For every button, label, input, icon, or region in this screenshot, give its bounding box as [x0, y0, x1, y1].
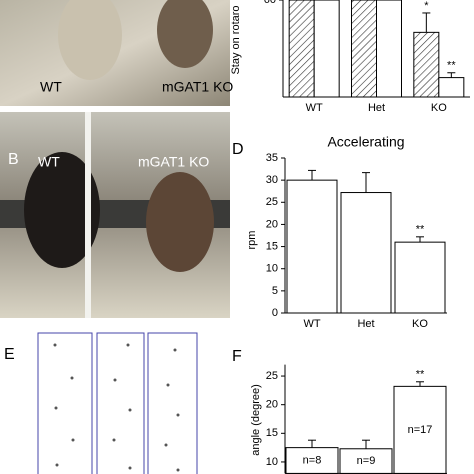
bar	[286, 179, 338, 314]
bar	[351, 0, 377, 98]
panel-letter: B	[8, 151, 19, 168]
bar	[394, 241, 446, 314]
x-tick-label: KO	[412, 318, 428, 330]
significance: **	[416, 369, 425, 381]
x-tick-label: WT	[306, 102, 323, 114]
y-tick-label: 0	[272, 307, 278, 319]
bar	[413, 31, 440, 98]
y-tick-label: 20	[266, 218, 278, 230]
x-tick-label: Het	[357, 318, 374, 330]
y-tick-label: 20	[266, 399, 278, 411]
y-tick-label: 15	[266, 240, 278, 252]
photo-label: mGAT1 KO	[162, 79, 233, 95]
y-tick-label: 30	[266, 174, 278, 186]
y-tick-label: 15	[266, 427, 278, 439]
bar	[340, 192, 392, 314]
n-label: n=9	[357, 455, 376, 467]
x-tick-label: WT	[303, 318, 320, 330]
bar	[288, 0, 315, 98]
x-tick-label: Het	[368, 102, 385, 114]
photo-a: WT mGAT1 KO	[0, 0, 233, 106]
significance: **	[447, 60, 456, 72]
y-tick-label: 25	[266, 196, 278, 208]
y-axis-label: angle (degree)	[250, 384, 262, 456]
bar	[339, 448, 393, 474]
y-tick-label: 60	[264, 0, 276, 6]
photo-b: B WT mGAT1 KO	[0, 112, 230, 318]
y-tick-label: 10	[266, 456, 278, 468]
photo-label: WT	[40, 79, 62, 95]
photo-label: WT	[38, 154, 60, 170]
y-tick-label: 10	[266, 263, 278, 275]
bar	[438, 77, 465, 98]
panel-letter: E	[4, 346, 15, 363]
y-axis-label: Stay on rotaro	[230, 5, 242, 74]
x-tick-label: KO	[431, 102, 447, 114]
y-tick-label: 5	[272, 285, 278, 297]
y-tick-label: 25	[266, 370, 278, 382]
n-label: n=17	[408, 424, 433, 436]
panel-letter: D	[232, 141, 244, 158]
significance: **	[416, 224, 425, 236]
n-label: n=8	[303, 454, 322, 466]
panel-letter: F	[232, 348, 242, 365]
panel-e: E	[4, 332, 198, 474]
significance: *	[424, 0, 429, 12]
y-tick-label: 35	[266, 152, 278, 164]
chart-title: Accelerating	[327, 134, 404, 150]
y-axis-label: rpm	[246, 231, 258, 250]
photo-label: mGAT1 KO	[138, 154, 209, 170]
bar	[376, 0, 402, 98]
bar	[313, 0, 340, 98]
bar	[393, 385, 447, 474]
